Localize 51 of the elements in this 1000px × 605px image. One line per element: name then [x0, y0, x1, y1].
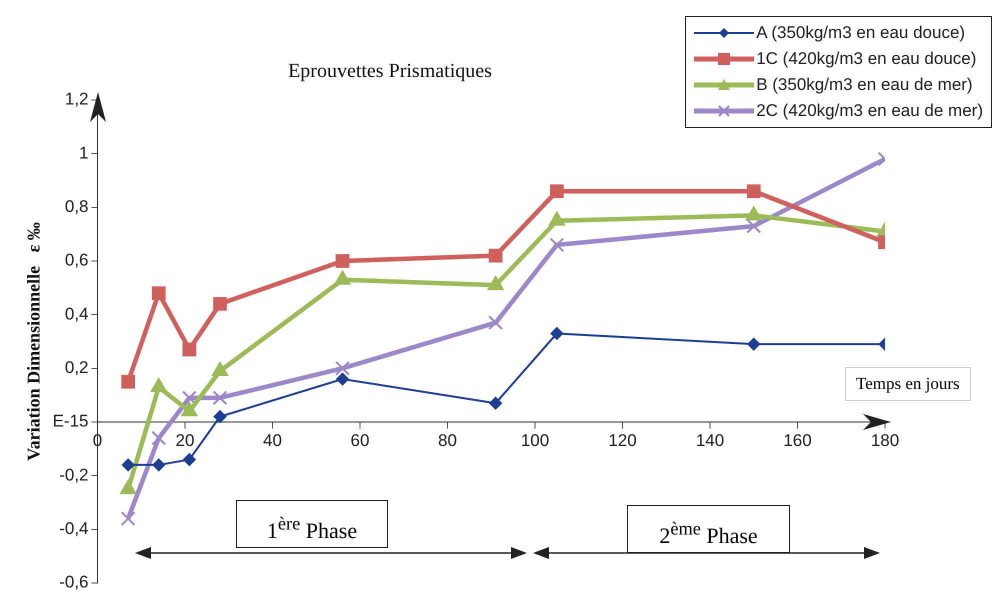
point — [550, 326, 564, 340]
point — [152, 286, 166, 300]
x-axis-title: Temps en jours — [845, 367, 971, 401]
point — [182, 453, 196, 466]
chart-title: Eprouvettes Prismatiques — [287, 60, 493, 83]
x-tick-label: 60 — [350, 430, 370, 450]
x-tick-label: 80 — [438, 430, 457, 450]
y-axis-title: Variation Dimensionnelle ε ‰ — [23, 222, 44, 461]
point — [121, 374, 135, 389]
point — [336, 372, 350, 386]
point — [120, 511, 136, 526]
y-tick-label: -0,4 — [59, 519, 89, 538]
y-tick-label: 0,6 — [64, 250, 89, 270]
legend-label: 1C (420kg/m3 en eau douce) — [756, 49, 976, 69]
point — [122, 458, 135, 472]
point — [550, 238, 564, 252]
x-tick-label: 140 — [696, 430, 724, 450]
legend-label: 2C (420kg/m3 en eau de mer) — [756, 101, 983, 121]
point — [214, 410, 227, 424]
y-tick-label: -0,2 — [59, 465, 89, 484]
y-tick-label: -0,6 — [59, 572, 89, 592]
y-tick-label: 1,2 — [64, 90, 89, 109]
point — [488, 248, 502, 262]
legend-label: A (350kg/m3 en eau douce) — [756, 23, 966, 43]
y-tick-label: 1 — [79, 143, 89, 162]
point — [488, 315, 503, 330]
point — [550, 184, 564, 198]
y-tick-label: 0,4 — [64, 304, 89, 324]
point — [152, 458, 166, 472]
point — [212, 390, 228, 406]
point — [746, 184, 761, 198]
x-tick-label: 100 — [520, 430, 550, 450]
point — [335, 360, 350, 376]
x-tick-label: 120 — [608, 430, 637, 450]
y-tick-label: 0,2 — [64, 358, 89, 378]
x-tick-label: 20 — [176, 430, 194, 450]
legend-label: B (350kg/m3 en eau de mer) — [756, 75, 973, 95]
point — [182, 342, 196, 356]
point — [336, 254, 350, 268]
annotation: 1$^{ère}$ Phase — [266, 514, 358, 544]
x-tick-label: 180 — [870, 430, 900, 450]
x-tick-label: 160 — [783, 430, 812, 450]
y-tick-label: E-15 — [52, 412, 89, 431]
annotation: 2$^{ème}$ Phase — [659, 519, 758, 548]
x-tick-label: 40 — [263, 430, 282, 450]
point — [746, 218, 762, 234]
point — [489, 396, 502, 410]
y-tick-label: 0,8 — [64, 197, 89, 216]
point — [213, 297, 227, 311]
point — [747, 338, 760, 351]
point — [151, 430, 166, 446]
